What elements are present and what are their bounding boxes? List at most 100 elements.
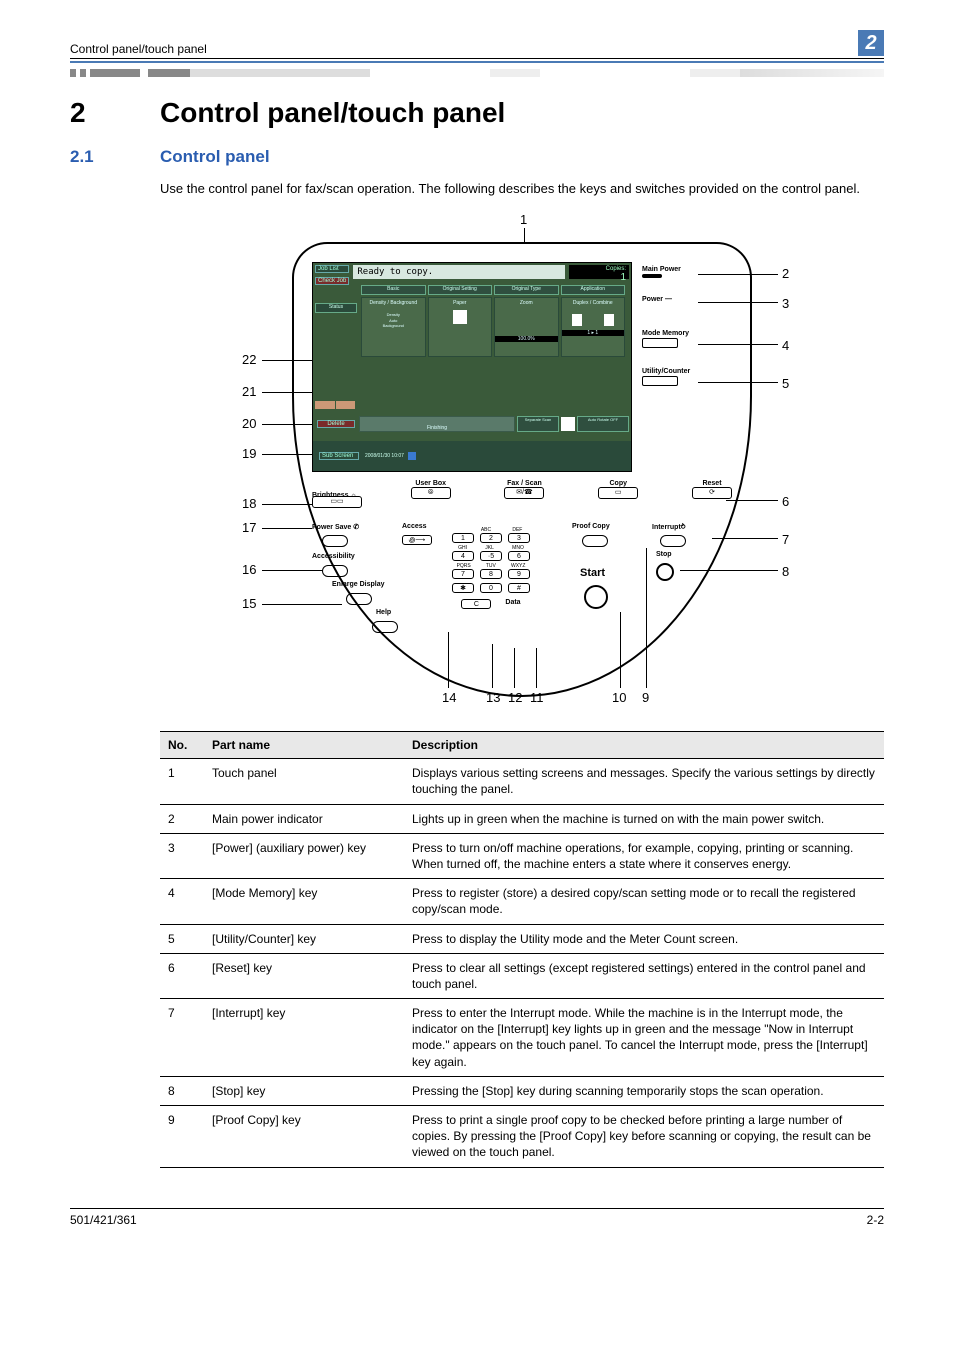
ts-sub-screen: Sub Screen	[319, 452, 359, 460]
user-box-key: ⦾	[411, 487, 451, 499]
main-power-led	[642, 274, 662, 278]
cell-description: Pressing the [Stop] key during scanning …	[404, 1076, 884, 1105]
callout-11: 11	[530, 690, 544, 705]
table-row: 3[Power] (auxiliary power) keyPress to t…	[160, 833, 884, 878]
callout-2: 2	[782, 266, 789, 281]
power-save-key	[322, 535, 348, 547]
label-fax-scan: Fax / Scan	[507, 480, 542, 487]
callout-20: 20	[242, 416, 256, 431]
callout-19: 19	[242, 446, 256, 461]
key-5: ·5	[480, 551, 502, 561]
label-stop: Stop	[656, 551, 672, 558]
th-no: No.	[160, 732, 204, 759]
chapter-badge: 2	[858, 30, 884, 56]
callout-9: 9	[642, 690, 649, 705]
th-part-name: Part name	[204, 732, 404, 759]
callout-6: 6	[782, 494, 789, 509]
key-7: 7	[452, 569, 474, 579]
cell-no: 6	[160, 953, 204, 998]
label-mode-memory: Mode Memory	[642, 330, 689, 337]
ts-auto-rotate: Auto Rotate OFF	[577, 416, 629, 432]
intro-paragraph: Use the control panel for fax/scan opera…	[160, 180, 884, 198]
copy-key: ▭	[598, 487, 638, 499]
callout-10: 10	[612, 690, 626, 705]
utility-counter-key	[642, 376, 678, 386]
page-icon	[604, 314, 614, 326]
breadcrumb: Control panel/touch panel	[70, 42, 207, 56]
numeric-keypad: ABCDEF 123 GHIJKLMNO 4·56 PQRSTUVWXYZ 78…	[452, 527, 530, 609]
cell-part-name: [Proof Copy] key	[204, 1106, 404, 1168]
cell-description: Press to turn on/off machine operations,…	[404, 833, 884, 878]
cell-part-name: [Reset] key	[204, 953, 404, 998]
cell-no: 5	[160, 924, 204, 953]
brightness-slider: ▭▭	[312, 496, 362, 508]
chapter-number: 2	[70, 97, 160, 129]
callout-7: 7	[782, 532, 789, 547]
ts-copies: Copies: 1	[569, 265, 629, 279]
chapter-title: Control panel/touch panel	[160, 97, 505, 129]
ts-tab-basic: Basic	[361, 285, 426, 295]
callout-8: 8	[782, 564, 789, 579]
cell-no: 9	[160, 1106, 204, 1168]
th-description: Description	[404, 732, 884, 759]
key-9: 9	[508, 569, 530, 579]
cell-no: 2	[160, 804, 204, 833]
cell-description: Displays various setting screens and mes…	[404, 759, 884, 804]
key-6: 6	[508, 551, 530, 561]
label-user-box: User Box	[415, 480, 446, 487]
cell-description: Press to clear all settings (except regi…	[404, 953, 884, 998]
callout-18: 18	[242, 496, 256, 511]
label-main-power: Main Power	[642, 266, 681, 273]
ts-card-zoom: Zoom 100.0%	[494, 297, 559, 357]
table-row: 1Touch panelDisplays various setting scr…	[160, 759, 884, 804]
ts-check-job: Check Job	[315, 277, 349, 285]
ts-finishing: Finishing	[359, 416, 515, 432]
key-3: 3	[508, 533, 530, 543]
fax-scan-key: ✉/☎	[504, 487, 544, 499]
callout-5: 5	[782, 376, 789, 391]
key-0: 0	[480, 583, 502, 593]
cell-no: 8	[160, 1076, 204, 1105]
key-1: 1	[452, 533, 474, 543]
table-row: 5[Utility/Counter] keyPress to display t…	[160, 924, 884, 953]
label-access: Access	[402, 523, 427, 530]
label-power: Power	[642, 296, 663, 303]
cell-part-name: [Stop] key	[204, 1076, 404, 1105]
label-help: Help	[376, 609, 391, 616]
key-star: ✱	[452, 583, 474, 593]
touch-panel: Job List Check Job Ready to copy. Copies…	[312, 262, 632, 472]
ts-status: Status	[315, 303, 357, 313]
ts-sep-scan: Separate Scan	[517, 416, 559, 432]
mode-memory-key	[642, 338, 678, 348]
label-copy: Copy	[609, 480, 627, 487]
key-2: 2	[480, 533, 502, 543]
label-reset: Reset	[702, 480, 721, 487]
parts-table: No. Part name Description 1Touch panelDi…	[160, 731, 884, 1167]
callout-3: 3	[782, 296, 789, 311]
cell-description: Lights up in green when the machine is t…	[404, 804, 884, 833]
cell-no: 1	[160, 759, 204, 804]
key-c: C	[461, 599, 491, 609]
callout-21: 21	[242, 384, 256, 399]
ts-job-list: Job List	[315, 265, 349, 273]
decorative-bar	[70, 69, 884, 77]
label-interrupt: Interrupt⥁	[652, 523, 686, 531]
label-start: Start	[580, 567, 605, 579]
ts-delete: Delete	[317, 420, 355, 428]
ts-mem-icon	[408, 452, 416, 460]
label-enlarge-display: Enlarge Display	[332, 581, 385, 588]
interrupt-key	[660, 535, 686, 547]
cell-no: 4	[160, 879, 204, 924]
cell-part-name: Touch panel	[204, 759, 404, 804]
cell-part-name: [Mode Memory] key	[204, 879, 404, 924]
callout-13: 13	[486, 690, 500, 705]
chapter-heading: 2 Control panel/touch panel	[70, 97, 884, 129]
ts-ready-message: Ready to copy.	[353, 265, 565, 279]
ts-chip-icon	[561, 417, 575, 431]
page-footer: 501/421/361 2-2	[70, 1208, 884, 1227]
cell-no: 3	[160, 833, 204, 878]
footer-model: 501/421/361	[70, 1213, 137, 1227]
stop-key	[656, 563, 674, 581]
table-row: 6[Reset] keyPress to clear all settings …	[160, 953, 884, 998]
ts-tab-orig-type: Original Type	[494, 285, 559, 295]
